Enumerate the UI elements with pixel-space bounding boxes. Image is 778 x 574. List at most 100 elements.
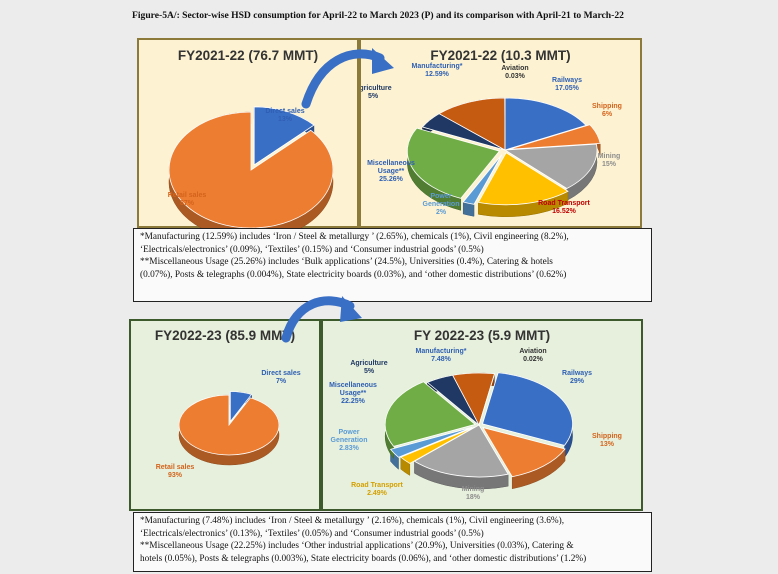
chart-panel-fy2021-sales: Direct sales 13% Retail sales 87% FY2021-22… [137,38,359,230]
footnote-line: *Manufacturing (7.48%) includes ‘Iron / … [140,516,565,526]
pie-slice-railways [504,97,587,151]
slice-label-aviation: Aviation 0.03% [501,65,528,80]
slice-name: Railways [562,370,592,377]
footnote-line: ‘Electricals/electronics’ (0.13%), ‘Text… [140,528,484,539]
slice-value: 0.02% [523,356,544,363]
slice-label-direct_sales: Direct sales 7% [261,370,300,385]
slice-label-direct_sales: Direct sales 13% [265,108,304,123]
slice-value: 29% [570,378,585,385]
slice-name: Manufacturing* [416,348,467,355]
slice-name-part: Generation [423,201,460,208]
slice-name: Aviation [519,348,546,355]
slice-name: Mining [462,486,485,493]
slice-value: 18% [466,494,481,501]
slice-name-part: Miscellaneous [329,382,377,389]
slice-name: Railways [552,77,582,84]
chart-panel-fy2022-sales: Direct sales 7% Retail sales 93% FY2022-23 … [129,319,321,511]
chart-title: FY2022-23 (85.9 MMT) [154,328,296,343]
slice-name: Road Transport [351,482,403,489]
slice-name-part: Usage** [378,168,405,175]
chart-title: FY 2022-23 (5.9 MMT) [413,328,551,343]
slice-label-retail_sales: Retail sales 87% [168,192,207,207]
slice-label-shipping: Shipping 13% [592,433,622,448]
slice-label-manufacturing: Manufacturing* 12.59% [412,63,463,78]
pie-slice-mining [413,424,509,478]
slice-name: Retail sales [168,192,207,199]
slice-label-retail_sales: Retail sales 93% [156,464,195,479]
slice-label-power_generation: Power Generation 2% [423,193,460,216]
slice-value: 7% [276,378,287,385]
slice-value: 5% [368,93,379,100]
slice-label-miscellaneous: Miscellaneous Usage** 22.25% [329,382,377,405]
slice-name: Road Transport [538,200,590,207]
pie-chart: Direct sales 13% Retail sales 87% [168,106,334,230]
footnote-line: **Miscellaneous Usage (22.25%) includes … [140,541,574,552]
slice-name-part: Power [430,193,451,200]
slice-value: 2.49% [367,490,388,497]
chart-title: FY2021-22 (76.7 MMT) [177,48,319,63]
slice-name: Aviation [501,65,528,72]
slice-value: 25.26% [379,176,404,183]
chart-panel-fy2022-sectors: Railways 29% Shipping 13% Mining 18% Road Tran… [321,319,643,511]
slice-value: 2% [436,209,447,216]
slice-label-shipping: Shipping 6% [592,103,622,118]
slice-value: 2.83% [339,445,360,452]
pie-slice-road_transport [400,426,475,464]
footnote-line: ‘Electricals/electronics’ (0.09%), ‘Text… [140,244,484,255]
slice-label-aviation: Aviation 0.02% [519,348,546,363]
slice-value: 13% [278,116,293,123]
slice-name: Shipping [592,433,622,440]
slice-name: Mining [598,153,621,160]
slice-label-road_transport: Road Transport 2.49% [351,482,403,497]
figure-title: Figure-5A/: Sector-wise HSD consumption … [132,10,624,21]
slice-label-mining: Mining 18% [462,486,485,501]
slice-label-road_transport: Road Transport 16.52% [538,200,590,215]
slice-value: 22.25% [341,398,366,405]
slice-name: Direct sales [261,370,300,377]
slice-label-manufacturing: Manufacturing* 7.48% [416,348,467,363]
slice-value: 7.48% [431,356,452,363]
pie-chart: Direct sales 7% Retail sales 93% [156,370,301,479]
slice-value: 12.59% [425,71,450,78]
pie-slice-manufacturing [438,97,506,151]
slice-value: 16.52% [552,208,577,215]
slice-name: Agriculture [350,360,387,367]
slice-value: 6% [602,111,613,118]
pie-slice-aviation [478,373,496,426]
footnote-box-2022: *Manufacturing (7.48%) includes ‘Iron / … [133,512,652,572]
pie-slice-mining [503,143,598,189]
chart-title: FY2021-22 (10.3 MMT) [430,48,571,63]
slice-label-railways: Railways 17.05% [552,77,582,92]
pie-slice-shipping [508,124,601,150]
footnote-line: (0.07%), Posts & telegraphs (0.004%), St… [140,269,567,280]
footnote-line: **Miscellaneous Usage (25.26%) includes … [140,257,553,268]
slice-name: Retail sales [156,464,195,471]
slice-label-power_generation: Power Generation 2.83% [331,429,368,452]
slice-value: 0.03% [505,73,526,80]
slice-value: 93% [168,472,183,479]
slice-name: Shipping [592,103,622,110]
pie-slice-direct_sales [253,106,315,166]
slice-value: 5% [364,368,375,375]
slice-name: Direct sales [265,108,304,115]
pie-slice-direct_sales [229,391,253,423]
pie-slice-retail_sales [178,394,280,456]
slice-label-railways: Railways 29% [562,370,592,385]
pie-chart: Railways 17.05% Shipping 6% Mining 15% Road Tr… [361,63,622,218]
pie-slice-railways [482,372,573,446]
footnote-line: hotels (0.05%), Posts & telegraphs (0.00… [140,553,587,564]
pie-slice-power_generation [389,426,473,458]
slice-value: 87% [180,200,195,207]
footnote-line: *Manufacturing (12.59%) includes ‘Iron /… [140,232,569,242]
slice-label-mining: Mining 15% [598,153,621,168]
pie-slice-road_transport [477,152,569,206]
pie-slice-shipping [482,426,566,478]
pie-chart: Railways 29% Shipping 13% Mining 18% Road Tran… [329,348,622,501]
slice-name-part: Power [338,429,359,436]
pie-slice-miscellaneous [407,127,501,199]
pie-slice-retail_sales [168,111,334,229]
slice-value: 15% [602,161,617,168]
